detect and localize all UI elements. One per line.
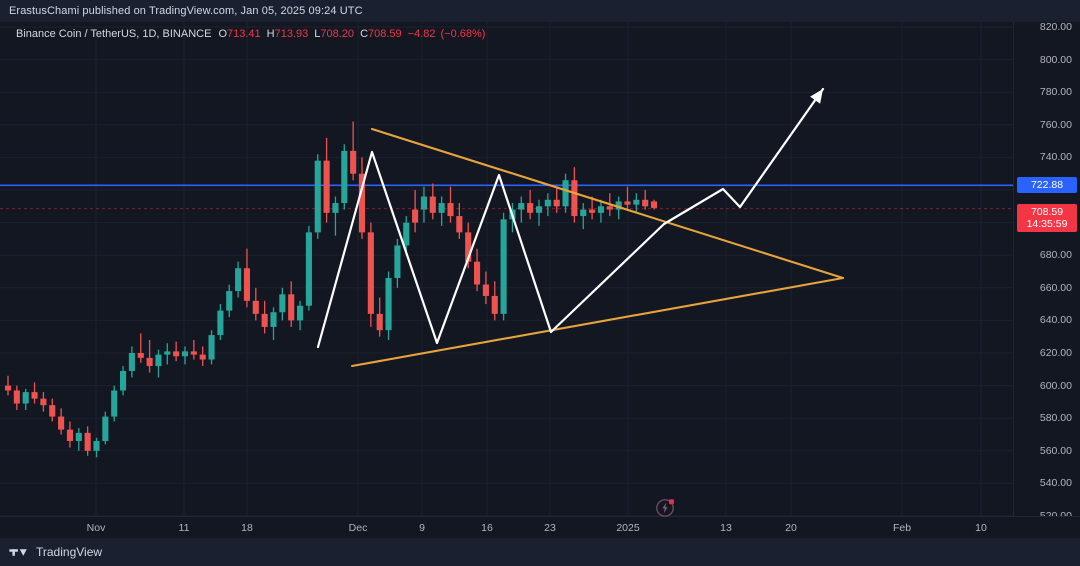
low-number: 708.20 bbox=[320, 28, 355, 40]
time-tick-label: Feb bbox=[892, 522, 912, 534]
symbol-label: Binance Coin / TetherUS, 1D, BINANCE bbox=[16, 28, 212, 40]
high-label: H bbox=[266, 28, 275, 40]
price-axis[interactable]: 820.00 800.00 780.00 760.00 740.00 680.00 660.… bbox=[1013, 21, 1080, 522]
price-tick-label: 560.00 bbox=[1039, 444, 1072, 457]
price-tick-label: 600.00 bbox=[1039, 379, 1072, 392]
time-tick-label: 13 bbox=[720, 522, 732, 534]
attribution-bar: ErastusChami published on TradingView.co… bbox=[0, 0, 1080, 22]
close-number: 708.59 bbox=[368, 28, 402, 40]
upper-trendline bbox=[370, 127, 845, 280]
change-percent-value: (−0.68%) bbox=[440, 28, 486, 40]
time-tick-label: 23 bbox=[544, 522, 556, 534]
chart-plot bbox=[0, 87, 1013, 458]
tradingview-logo-icon bbox=[9, 548, 27, 556]
high-number: 713.93 bbox=[274, 28, 309, 40]
time-tick-label: 16 bbox=[481, 522, 493, 534]
change-value: −4.82 bbox=[407, 28, 436, 40]
lightning-bolt-icon[interactable] bbox=[655, 496, 677, 518]
price-tick-label: 680.00 bbox=[1039, 249, 1072, 262]
price-tick-label: 820.00 bbox=[1039, 21, 1072, 33]
price-tick-label: 660.00 bbox=[1039, 281, 1072, 294]
time-tick-label: Nov bbox=[86, 522, 106, 534]
footer-bar: TradingView bbox=[0, 538, 1080, 566]
time-axis[interactable]: Nov 11 18 Dec 9 16 23 2025 13 20 Feb 10 bbox=[0, 516, 1080, 538]
low-label: L bbox=[314, 28, 321, 40]
price-tick-label: 740.00 bbox=[1039, 151, 1072, 164]
price-tick-label: 800.00 bbox=[1039, 53, 1072, 66]
chart-plot-area[interactable] bbox=[0, 22, 1013, 516]
low-value: L708.20 bbox=[314, 28, 354, 40]
time-tick-label: 18 bbox=[241, 522, 253, 534]
open-label: O bbox=[218, 28, 228, 40]
chart-legend[interactable]: Binance Coin / TetherUS, 1D, BINANCE O71… bbox=[16, 28, 485, 40]
price-tick-label: 780.00 bbox=[1039, 86, 1072, 99]
time-tick-label: Dec bbox=[348, 522, 368, 534]
tradingview-logo[interactable]: TradingView bbox=[0, 545, 102, 559]
attribution-text: ErastusChami published on TradingView.co… bbox=[9, 5, 363, 17]
time-tick-label: 11 bbox=[178, 522, 190, 534]
price-tick-label: 580.00 bbox=[1039, 412, 1072, 425]
time-tick-label: 2025 bbox=[616, 522, 640, 534]
lower-trendline bbox=[350, 276, 845, 368]
high-value: H713.93 bbox=[267, 28, 309, 40]
price-tick-label: 620.00 bbox=[1039, 347, 1072, 359]
blue-price-badge[interactable]: 722.88 bbox=[1017, 177, 1077, 194]
price-tick-label: 540.00 bbox=[1039, 477, 1072, 490]
close-label: C bbox=[360, 28, 369, 40]
price-tick-label: 640.00 bbox=[1039, 314, 1072, 327]
time-tick-label: 10 bbox=[975, 522, 987, 534]
last-price-badge[interactable]: 708.59 14:35:59 bbox=[1017, 203, 1077, 232]
time-tick-label: 9 bbox=[419, 522, 425, 534]
close-value: C708.59 bbox=[360, 28, 402, 40]
ohlc-values: O713.41 H713.93 L708.20 C708.59 −4.82 (−… bbox=[218, 28, 485, 40]
bar-countdown-value: 14:35:59 bbox=[1026, 217, 1068, 230]
tradingview-brand-label: TradingView bbox=[36, 545, 103, 559]
time-tick-label: 20 bbox=[785, 522, 797, 534]
price-tick-label: 760.00 bbox=[1039, 118, 1072, 131]
open-value: O713.41 bbox=[218, 28, 260, 40]
zigzag-projection bbox=[316, 87, 825, 349]
open-number: 713.41 bbox=[227, 28, 261, 40]
last-price-value: 708.59 bbox=[1030, 205, 1064, 218]
